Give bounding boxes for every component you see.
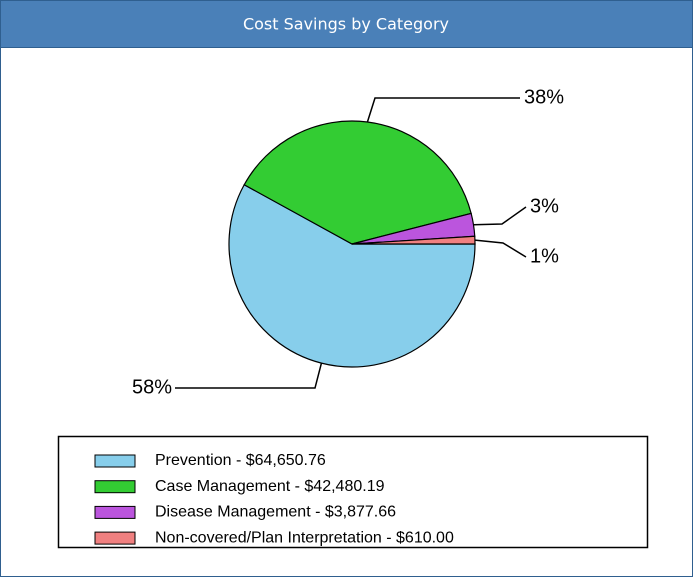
header: [0, 0, 693, 48]
legend-label: Case Management - $42,480.19: [155, 478, 385, 495]
leader-line: [175, 362, 323, 389]
legend-label: Disease Management - $3,877.66: [155, 504, 396, 521]
leader-line: [366, 97, 520, 123]
legend-label: Prevention - $64,650.76: [155, 452, 326, 469]
pie-slice: [228, 183, 476, 368]
pie-slice: [351, 235, 476, 245]
data-label: 38%: [524, 86, 564, 108]
data-label: 1%: [530, 245, 559, 267]
legend-label: Non-covered/Plan Interpretation - $610.0…: [155, 529, 454, 546]
chart-title: Cost Savings by Category: [243, 15, 449, 34]
legend-swatch: [94, 505, 136, 519]
legend: [57, 435, 649, 549]
legend-swatch: [94, 454, 136, 468]
legend-swatch: [94, 480, 136, 494]
legend-swatch: [94, 531, 136, 545]
data-label: 3%: [530, 195, 559, 217]
leader-line: [473, 206, 527, 226]
leader-line: [474, 239, 527, 258]
data-label: 58%: [132, 376, 172, 398]
